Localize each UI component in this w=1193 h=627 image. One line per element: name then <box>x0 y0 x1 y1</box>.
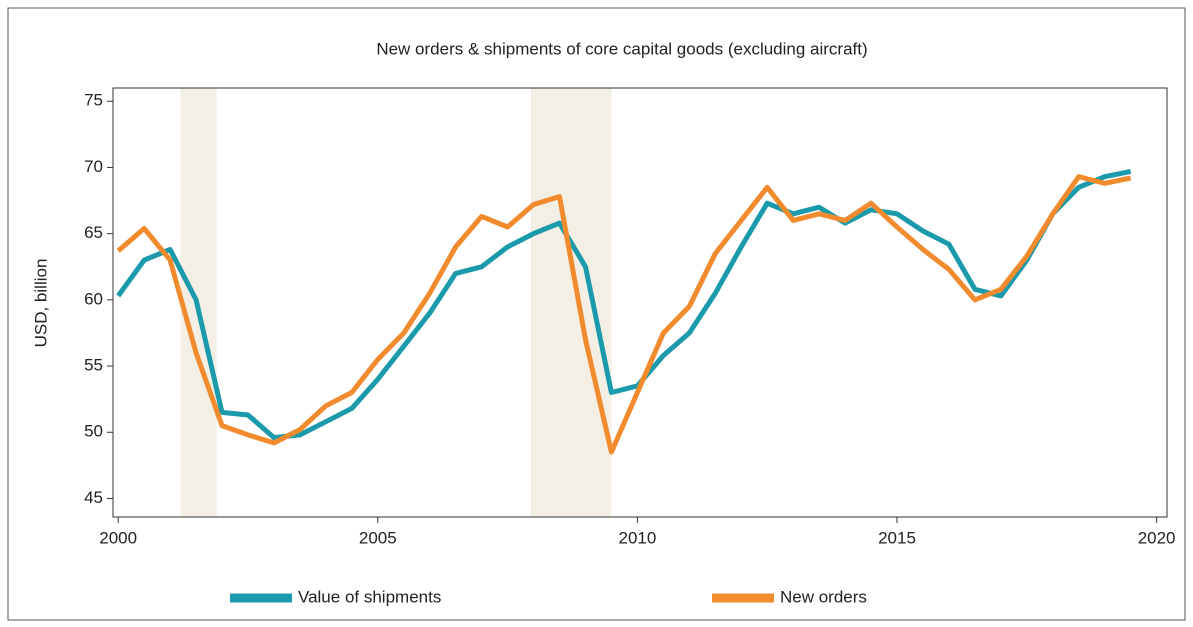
x-tick-label: 2000 <box>99 528 137 547</box>
x-tick-label: 2020 <box>1138 528 1176 547</box>
legend-label: New orders <box>780 587 867 606</box>
recession-band <box>530 88 612 517</box>
y-tick-label: 45 <box>84 488 103 507</box>
x-tick-label: 2010 <box>618 528 656 547</box>
y-tick-label: 55 <box>84 356 103 375</box>
chart-title: New orders & shipments of core capital g… <box>376 39 867 58</box>
y-tick-label: 75 <box>84 91 103 110</box>
series-line <box>116 174 1132 455</box>
legend-label: Value of shipments <box>298 587 441 606</box>
y-axis-label: USD, billion <box>31 259 50 348</box>
x-tick-label: 2015 <box>878 528 916 547</box>
y-tick-label: 65 <box>84 223 103 242</box>
y-tick-label: 70 <box>84 157 103 176</box>
y-tick-label: 60 <box>84 289 103 308</box>
y-tick-label: 50 <box>84 422 103 441</box>
x-tick-label: 2005 <box>359 528 397 547</box>
plot-area <box>112 87 1168 518</box>
